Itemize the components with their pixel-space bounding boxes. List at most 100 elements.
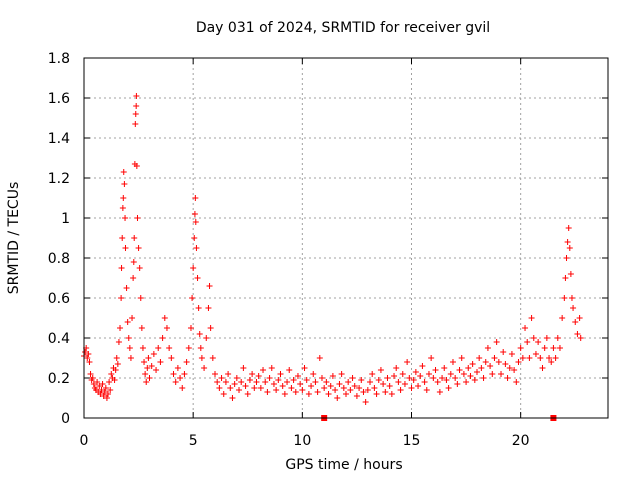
y-tick-label: 1.4	[48, 131, 70, 147]
data-point	[86, 359, 93, 365]
data-point	[395, 379, 402, 385]
plot-frame	[83, 57, 609, 419]
data-point	[112, 367, 119, 373]
data-point	[554, 335, 561, 341]
data-point	[122, 245, 129, 251]
data-point	[487, 363, 494, 369]
data-point	[203, 335, 210, 341]
data-point	[568, 295, 575, 301]
data-point	[249, 371, 256, 377]
data-point	[89, 375, 96, 381]
data-point	[474, 369, 480, 375]
data-point	[121, 181, 128, 187]
data-point	[270, 381, 277, 387]
data-point	[273, 387, 280, 393]
data-point	[303, 377, 310, 383]
data-point	[482, 359, 489, 365]
data-point	[528, 315, 535, 321]
data-point	[369, 371, 376, 377]
data-point	[417, 373, 424, 379]
data-point	[386, 383, 393, 389]
y-tick-label: 0.4	[48, 331, 70, 347]
data-point	[432, 367, 439, 373]
data-point	[561, 295, 568, 301]
data-point	[82, 349, 89, 355]
data-point	[347, 387, 354, 393]
data-point	[144, 365, 151, 371]
data-point	[138, 325, 145, 331]
data-point	[454, 381, 461, 387]
data-point	[345, 379, 352, 385]
data-point	[314, 389, 321, 395]
data-point	[513, 379, 520, 385]
data-point	[419, 363, 426, 369]
data-point	[550, 345, 557, 351]
data-point	[430, 375, 437, 381]
data-point	[284, 379, 291, 385]
data-point	[212, 371, 218, 377]
data-point	[189, 295, 196, 301]
data-point	[498, 371, 505, 377]
data-point	[101, 389, 108, 395]
data-point	[349, 375, 356, 381]
data-point	[353, 393, 360, 399]
data-point	[153, 367, 160, 373]
data-point	[209, 355, 216, 361]
data-point	[185, 345, 192, 351]
data-point	[364, 387, 371, 393]
data-point	[97, 391, 104, 397]
data-point	[257, 385, 264, 391]
data-point	[552, 355, 559, 361]
data-point	[334, 395, 341, 401]
data-point	[236, 387, 243, 393]
data-point	[279, 383, 286, 389]
data-point	[193, 245, 200, 251]
data-point	[415, 383, 422, 389]
data-point	[143, 379, 150, 385]
y-tick-label: 1.8	[48, 51, 70, 67]
data-point	[161, 315, 168, 321]
data-point	[139, 345, 146, 351]
data-points	[81, 93, 584, 421]
data-point	[192, 195, 199, 201]
data-point	[541, 345, 548, 351]
y-tick-label: 1	[61, 211, 70, 227]
data-point	[179, 385, 186, 391]
data-point	[502, 361, 509, 367]
data-point	[136, 265, 143, 271]
data-point	[406, 375, 413, 381]
data-point	[264, 389, 271, 395]
data-point	[460, 371, 467, 377]
data-point	[297, 381, 304, 387]
data-point	[166, 345, 173, 351]
data-point	[119, 235, 126, 241]
data-point	[458, 355, 465, 361]
data-point	[463, 379, 470, 385]
data-point	[214, 379, 221, 385]
data-point	[439, 375, 446, 381]
data-point	[99, 381, 106, 387]
data-point	[519, 355, 526, 361]
data-point	[216, 385, 223, 391]
data-point	[118, 265, 125, 271]
data-point	[388, 391, 395, 397]
data-point	[358, 377, 365, 383]
data-point	[122, 215, 129, 221]
data-point	[447, 371, 454, 377]
data-point	[377, 367, 384, 373]
data-point	[207, 325, 214, 331]
data-point	[90, 381, 97, 387]
data-point	[190, 265, 197, 271]
data-point	[508, 351, 515, 357]
data-point	[469, 361, 476, 367]
data-point	[113, 355, 120, 361]
data-point	[382, 389, 389, 395]
data-point	[181, 371, 188, 377]
data-point	[253, 379, 260, 385]
data-point	[195, 305, 202, 311]
x-tick-label: 20	[512, 433, 530, 449]
data-point	[103, 395, 110, 401]
data-point	[480, 375, 487, 381]
y-tick-label: 0.2	[48, 371, 70, 387]
